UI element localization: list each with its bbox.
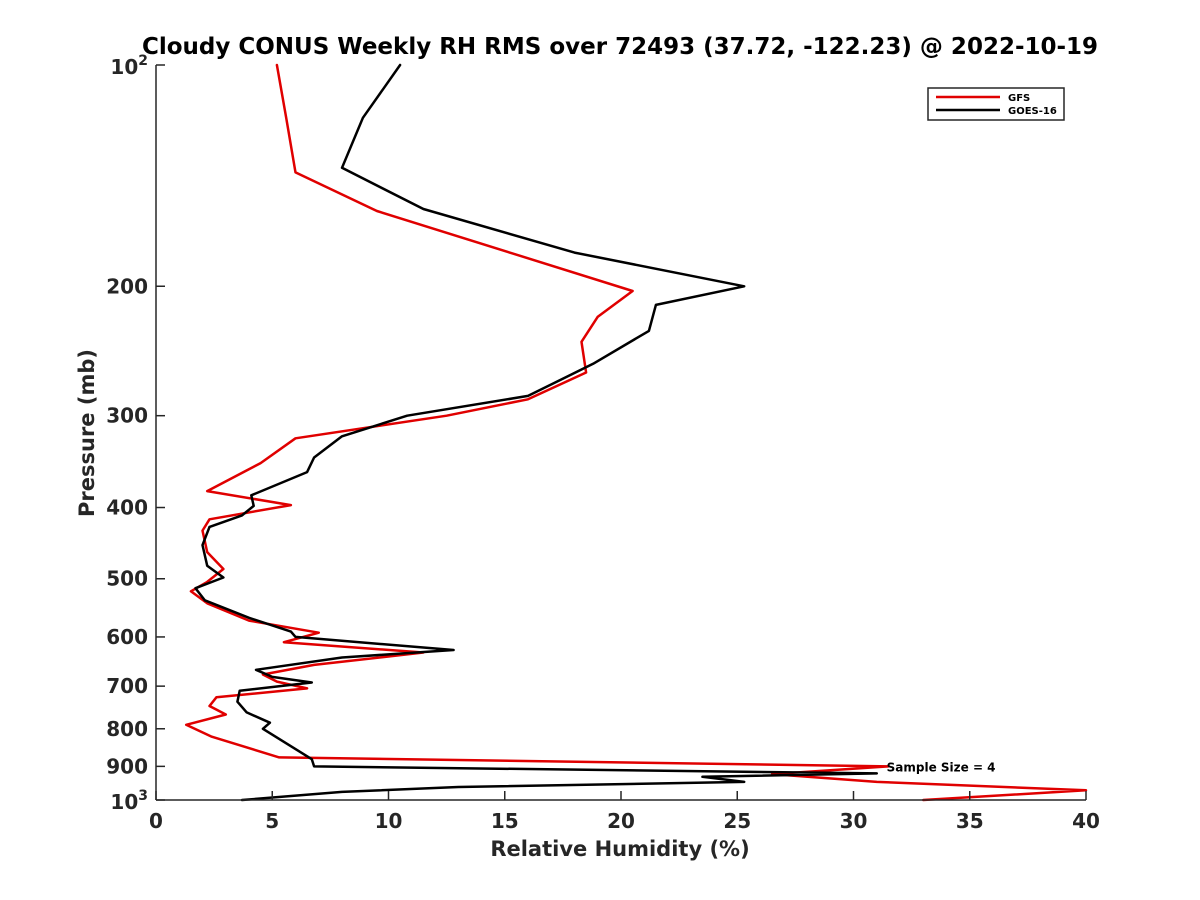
y-tick-label: 200: [106, 274, 148, 298]
x-tick-label: 25: [723, 809, 751, 833]
legend: GFS GOES-16: [927, 87, 1065, 121]
x-tick-label: 15: [491, 809, 519, 833]
y-tick-label: 900: [106, 754, 148, 778]
y-tick-label: 500: [106, 567, 148, 591]
y-tick-label: 400: [106, 496, 148, 520]
y-tick-label: 103: [110, 788, 148, 814]
chart-title: Cloudy CONUS Weekly RH RMS over 72493 (3…: [142, 34, 1098, 60]
x-tick-label: 5: [265, 809, 279, 833]
y-tick-label: 800: [106, 717, 148, 741]
x-tick-label: 35: [956, 809, 984, 833]
x-tick-label: 30: [840, 809, 868, 833]
x-axis-label: Relative Humidity (%): [490, 837, 749, 861]
series-line-goes-16: [194, 63, 879, 802]
legend-box: [927, 87, 1065, 121]
sample-size-annotation: Sample Size = 4: [887, 760, 996, 774]
y-tick-label: 300: [106, 404, 148, 428]
y-tick-label: 102: [110, 53, 148, 79]
y-tick-label: 600: [106, 625, 148, 649]
x-tick-label: 40: [1072, 809, 1100, 833]
series-line-gfs: [184, 63, 1088, 802]
x-tick-label: 0: [149, 809, 163, 833]
x-tick-label: 20: [607, 809, 635, 833]
legend-label-goes-16: GOES-16: [1008, 106, 1057, 117]
y-axis-label: Pressure (mb): [75, 349, 99, 517]
x-tick-label: 10: [375, 809, 403, 833]
legend-label-gfs: GFS: [1008, 93, 1030, 104]
y-tick-label: 700: [106, 674, 148, 698]
